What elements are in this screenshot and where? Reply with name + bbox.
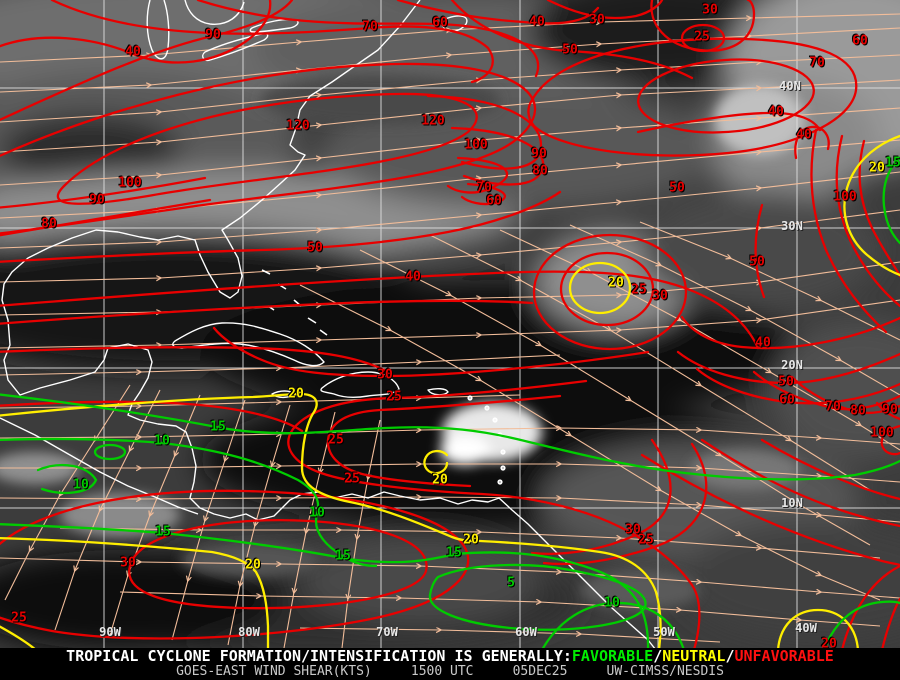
legend-intro: TROPICAL CYCLONE FORMATION/INTENSIFICATI…	[66, 647, 572, 665]
lake-huron	[184, 0, 245, 25]
shear-contours-yellow	[0, 134, 900, 652]
map-canvas	[0, 0, 900, 655]
product-credits: GOES-EAST WIND SHEAR(KTS) 1500 UTC 05DEC…	[176, 664, 724, 679]
shear-contours-green	[0, 156, 900, 652]
legend-neutral: NEUTRAL	[662, 647, 726, 665]
status-bar: TROPICAL CYCLONE FORMATION/INTENSIFICATI…	[0, 648, 900, 680]
favorability-legend: TROPICAL CYCLONE FORMATION/INTENSIFICATI…	[0, 648, 900, 665]
puerto-rico	[427, 387, 449, 396]
legend-separator: /	[653, 647, 663, 665]
lake-michigan	[146, 0, 170, 60]
legend-separator: /	[725, 647, 735, 665]
shear-contours-red	[0, 0, 900, 652]
hispaniola	[320, 371, 400, 399]
satellite-map: 40 90 70 60 40 30 30 25 60 70 50 120 120 100 90 80 70 60 5…	[0, 0, 900, 655]
legend-unfavorable: UNFAVORABLE	[734, 647, 834, 665]
legend-favorable: FAVORABLE	[571, 647, 654, 665]
bahamas	[261, 269, 328, 336]
